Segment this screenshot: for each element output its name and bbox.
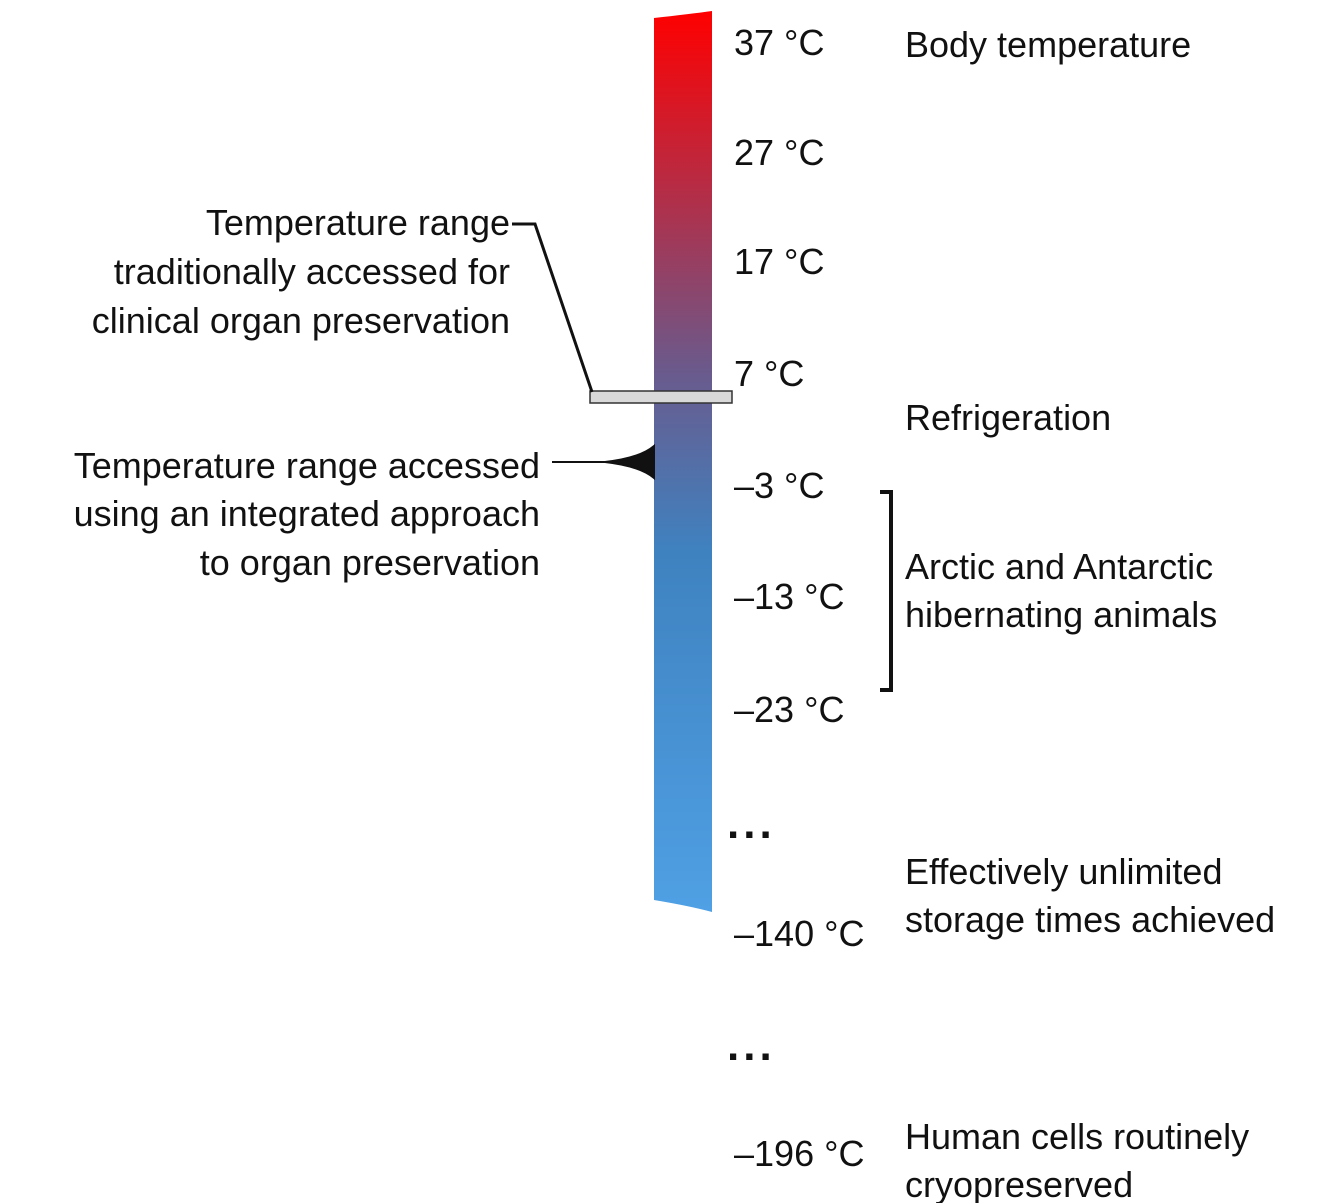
refrigeration-label: Refrigeration [905,397,1111,438]
cryopreserved-label-line-2: cryopreserved [905,1164,1133,1203]
tick-label-7: 7 °C [734,353,804,394]
unlimited-storage-label-line-1: Effectively unlimited [905,851,1222,892]
tick-label-minus-196: –196 °C [734,1133,864,1174]
tick-label-37: 37 °C [734,22,824,63]
tick-label-17: 17 °C [734,241,824,282]
traditional-range-label-line-3: clinical organ preservation [92,300,510,341]
integrated-range-leader [552,443,655,481]
integrated-range-label-line-2: using an integrated approach [74,493,540,534]
ellipsis-lower: ... [727,1021,776,1070]
tick-label-minus-23: –23 °C [734,689,844,730]
tick-label-minus-3: –3 °C [734,465,824,506]
body-temperature-label: Body temperature [905,24,1191,65]
traditional-range-label-line-2: traditionally accessed for [114,251,510,292]
tick-label-minus-13: –13 °C [734,576,844,617]
cryopreserved-label-line-1: Human cells routinely [905,1116,1249,1157]
hibernating-label-line-1: Arctic and Antarctic [905,546,1213,587]
traditional-range-label-line-1: Temperature range [206,202,510,243]
tick-label-27: 27 °C [734,132,824,173]
traditional-range-leader [512,222,594,393]
hibernating-label-line-2: hibernating animals [905,594,1217,635]
integrated-range-label-line-1: Temperature range accessed [74,445,540,486]
tick-label-minus-140: –140 °C [734,913,864,954]
ellipsis-upper: ... [727,799,776,848]
temperature-gradient-bar [654,11,712,912]
unlimited-storage-label-line-2: storage times achieved [905,899,1275,940]
traditional-range-band [589,390,733,404]
hibernating-bracket [880,490,893,692]
integrated-range-label-line-3: to organ preservation [200,542,540,583]
